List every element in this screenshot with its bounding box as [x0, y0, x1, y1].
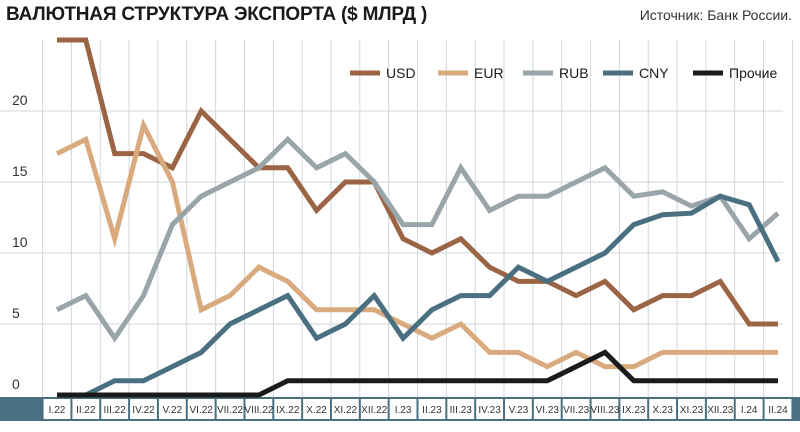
x-tick-cell [158, 399, 186, 419]
x-tick-cell [331, 399, 359, 419]
series-lines [55, 37, 781, 398]
x-tick-label: XII.22 [361, 405, 388, 416]
x-tick-label: IV.23 [478, 405, 501, 416]
series-line-rub [55, 135, 780, 343]
x-tick-cell [476, 399, 504, 419]
x-tick-cell [130, 399, 157, 419]
x-tick-label: I.22 [49, 405, 66, 416]
x-tick-label: X.22 [306, 405, 327, 416]
x-tick-label: X.23 [652, 405, 673, 416]
x-tick-cell [418, 399, 446, 419]
x-tick-cell [303, 399, 330, 419]
x-tick-label: II.22 [76, 405, 96, 416]
source-note: Источник: Банк России. [639, 7, 792, 23]
x-tick-label: XI.22 [334, 405, 358, 416]
x-tick-cell [43, 399, 71, 419]
x-axis: I.22 II.22 III.22 IV.22 V.22 VI.22 VII.22 VIII.… [49, 405, 789, 416]
x-tick-label: V.22 [163, 405, 183, 416]
legend-label: EUR [474, 65, 504, 81]
x-tick-label: II.23 [422, 405, 442, 416]
x-tick-label: III.23 [450, 405, 473, 416]
series-line-cny [57, 193, 781, 398]
y-tick-label: 20 [12, 92, 28, 108]
x-tick-cell [678, 399, 705, 419]
x-tick-label: III.22 [104, 405, 127, 416]
x-tick-label: VI.23 [536, 405, 560, 416]
y-tick-label: 0 [12, 376, 20, 392]
x-tick-cell [389, 399, 417, 419]
x-tick-cell [620, 399, 648, 419]
x-tick-label: I.23 [395, 405, 412, 416]
x-tick-label: IX.22 [276, 405, 300, 416]
x-tick-cell [187, 399, 215, 419]
x-tick-cell [706, 399, 734, 419]
x-tick-label: VI.22 [190, 405, 214, 416]
x-tick-label: IX.23 [622, 405, 646, 416]
x-tick-cell [505, 399, 532, 419]
legend-label: CNY [639, 65, 669, 81]
x-tick-label: VIII.23 [591, 405, 620, 416]
x-tick-cell [216, 399, 244, 419]
x-tick-cell [649, 399, 677, 419]
x-tick-label: VII.23 [563, 405, 590, 416]
x-tick-cell [72, 399, 100, 419]
legend-label: RUB [559, 65, 589, 81]
x-tick-cell [274, 399, 302, 419]
x-tick-cell [562, 399, 590, 419]
x-tick-label: V.23 [509, 405, 529, 416]
x-tick-label: I.24 [741, 405, 758, 416]
chart-title: ВАЛЮТНАЯ СТРУКТУРА ЭКСПОРТА ($ МЛРД ) [6, 4, 428, 25]
series-line-прочие [57, 349, 778, 398]
x-tick-cell [735, 399, 763, 419]
x-tick-cell [533, 399, 561, 419]
legend-label: USD [386, 65, 416, 81]
x-tick-cell [101, 399, 129, 419]
x-tick-label: II.24 [768, 405, 788, 416]
legend: USD EUR RUB CNY Прочие [350, 65, 777, 81]
series-line-eur [55, 118, 778, 370]
y-tick-label: 10 [12, 234, 28, 250]
series-line-usd [57, 37, 778, 327]
y-tick-label: 15 [12, 163, 28, 179]
x-tick-label: VII.22 [217, 405, 244, 416]
x-axis-band [0, 397, 800, 421]
y-tick-label: 5 [12, 305, 20, 321]
x-tick-cell [245, 399, 273, 419]
x-tick-label: IV.22 [132, 405, 155, 416]
x-tick-cell [591, 399, 619, 419]
legend-label: Прочие [729, 65, 777, 81]
x-tick-cell [447, 399, 475, 419]
x-tick-cell [360, 399, 388, 419]
x-tick-label: XI.23 [680, 405, 704, 416]
x-tick-cell [764, 399, 792, 419]
x-tick-label: XII.23 [707, 405, 734, 416]
y-axis: 0 5 10 15 20 [12, 92, 28, 392]
x-tick-label: VIII.22 [244, 405, 273, 416]
